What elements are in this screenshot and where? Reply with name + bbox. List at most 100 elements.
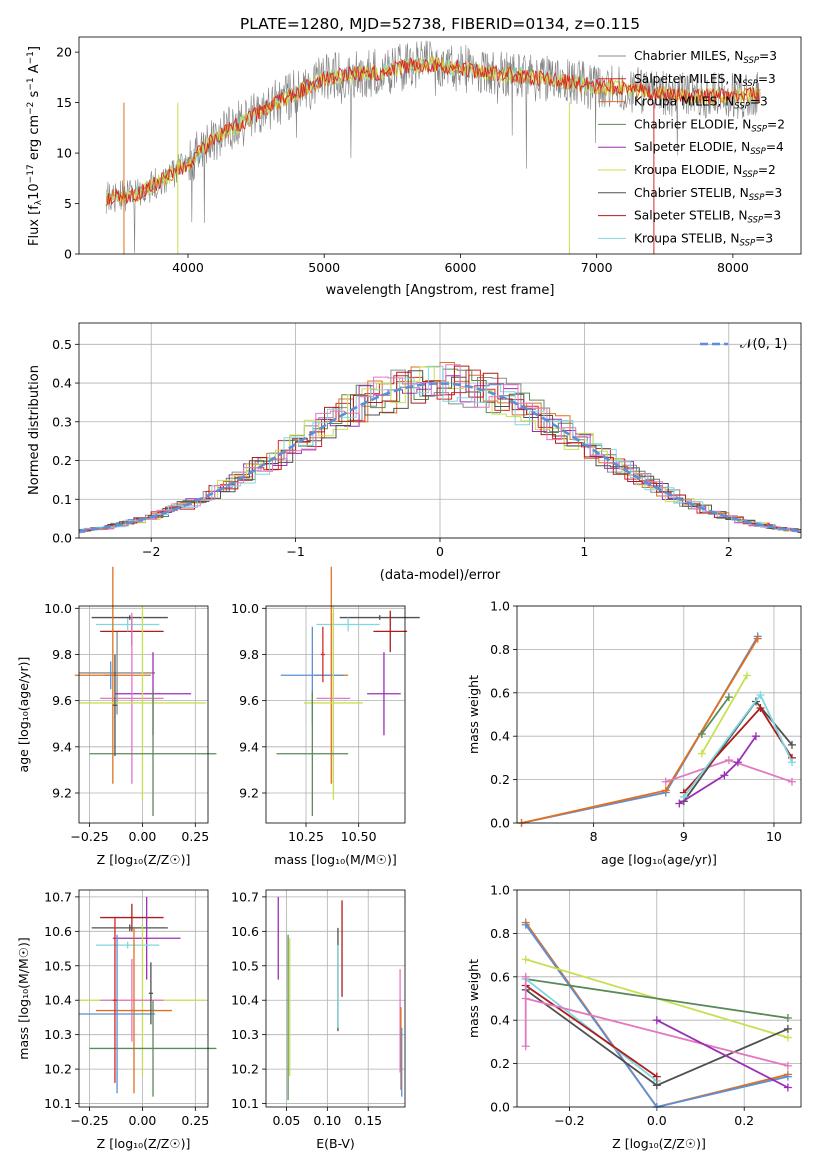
weight_vs_Z-series-line	[525, 997, 789, 1067]
weight_vs_age-point-marker	[697, 749, 706, 758]
residuals-xtick-label: −2	[142, 544, 160, 559]
age_vs_mass-ytick-label: 9.2	[239, 785, 259, 800]
weight_vs_age-point-marker	[733, 758, 742, 767]
residuals-ytick-label: 0.1	[52, 492, 72, 507]
spectrum-data-line	[105, 40, 761, 253]
age_vs_Z-axes: −0.25 0.00 0.25 9.2 9.4 9.6 9.8 10.0	[44, 601, 209, 844]
weight_vs_age-point-marker	[675, 799, 684, 808]
age_vs_mass-xtick-label: 10.50	[341, 829, 377, 844]
weight_vs_age-xtick-label: 10	[766, 829, 782, 844]
weight_vs_age-series-line	[701, 674, 748, 755]
mass_vs_Z-ytick-label: 10.7	[44, 889, 72, 904]
legend-entry: Salpeter MILES, NSSP=3	[634, 72, 776, 89]
age_vs_Z-ytick-label: 9.4	[52, 739, 72, 754]
weight_vs_Z-point-marker	[783, 1083, 792, 1092]
residuals-ytick-label: 0.0	[52, 531, 72, 546]
mass_vs_ebv-ytick-label: 10.7	[231, 889, 259, 904]
legend-entry: Chabrier STELIB, NSSP=3	[634, 186, 782, 203]
weight_vs_age-point-marker	[787, 758, 796, 767]
spectrum-xtick-label: 6000	[445, 260, 477, 275]
spectrum-ytick-label: 5	[64, 196, 72, 211]
mass_vs_ebv-ytick-label: 10.6	[231, 924, 259, 939]
mass_vs_ebv-ytick-label: 10.1	[231, 1096, 259, 1111]
weight_vs_Z-xtick-label: −0.2	[554, 1113, 584, 1128]
weight_vs_age-series-line	[678, 735, 757, 805]
mass_vs_ebv-xtick-label: 0.05	[273, 1113, 301, 1128]
weight_vs_age-ytick-label: 0.6	[490, 685, 510, 700]
weight_vs_age-series-line	[701, 696, 730, 735]
weight_vs_age-point-marker	[756, 703, 765, 712]
residuals-xtick-label: −1	[286, 544, 304, 559]
mass_vs_ebv-xtick-label: 0.10	[313, 1113, 341, 1128]
age_vs_Z-xtick-label: 0.00	[129, 829, 157, 844]
mass_vs_Z-ytick-label: 10.4	[44, 993, 72, 1008]
weight_vs_age-point-marker	[787, 740, 796, 749]
weight_vs_age-ytick-label: 0.2	[490, 772, 510, 787]
weight_vs_Z-point-marker	[521, 1042, 530, 1051]
weight_vs_Z-point-marker	[521, 972, 530, 981]
weight_vs_age-point-marker	[661, 777, 670, 786]
weight_vs_Z-xtick-label: 0.0	[647, 1113, 667, 1128]
spectrum-frame	[78, 36, 802, 255]
mass_vs_ebv-ytick-label: 10.2	[231, 1062, 259, 1077]
weight_vs_age-xlabel: age [log₁₀(age/yr)]	[601, 852, 717, 867]
weight_vs_age-point-marker	[756, 690, 765, 699]
age_vs_Z-ytick-label: 9.6	[52, 693, 72, 708]
figure-title: PLATE=1280, MJD=52738, FIBERID=0134, z=0…	[240, 15, 640, 33]
age_vs_mass-xlabel: mass [log₁₀(M/M☉)]	[274, 852, 396, 867]
residuals-xtick-label: 1	[580, 544, 588, 559]
age_vs_mass-axes: 10.25 10.50 9.2 9.4 9.6 9.8 10.0	[231, 601, 405, 844]
weight_vs_age-point-marker	[697, 730, 706, 739]
normal-legend-label: 𝒩(0, 1)	[740, 337, 787, 352]
age_vs_Z-ytick-label: 9.8	[52, 647, 72, 662]
mass_vs_Z-frame	[78, 889, 209, 1108]
spectrum-xtick-label: 5000	[308, 260, 340, 275]
weight_vs_Z-point-marker	[652, 1081, 661, 1090]
weight_vs_Z-point-marker	[783, 1024, 792, 1033]
weight_vs_age-point-marker	[753, 634, 762, 643]
weight_vs_age-point-marker	[742, 671, 751, 680]
weight_vs_Z-ytick-label: 0.2	[490, 1056, 510, 1071]
mass_vs_Z-axes: −0.25 0.00 0.25 10.1 10.2 10.3 10.4 10.5 10.6 10.…	[44, 889, 209, 1128]
mass_vs_ebv-xlabel: E(B-V)	[316, 1136, 355, 1151]
weight_vs_age-ytick-label: 0.0	[490, 816, 510, 831]
age_vs_Z-xtick-label: 0.25	[181, 829, 209, 844]
weight_vs_Z-xlabel: Z [log₁₀(Z/Z☉)]	[612, 1136, 706, 1151]
weight_vs_age-point-marker	[720, 771, 729, 780]
weight_vs_age-ytick-label: 0.8	[490, 642, 510, 657]
weight_vs_Z-series-line	[525, 978, 789, 1019]
age_vs_Z-ytick-label: 9.2	[52, 785, 72, 800]
legend-entry: Chabrier ELODIE, NSSP=2	[634, 117, 785, 134]
weight_vs_Z-series-line	[656, 1019, 789, 1089]
age_vs_Z-frame	[78, 605, 209, 824]
mass_vs_Z-ytick-label: 10.3	[44, 1027, 72, 1042]
age_vs_Z-ytick-label: 10.0	[44, 601, 72, 616]
mass_vs_Z-ytick-label: 10.6	[44, 924, 72, 939]
spectrum-ytick-label: 0	[64, 247, 72, 262]
mass_vs_Z-xlabel: Z [log₁₀(Z/Z☉)]	[97, 1136, 191, 1151]
weight_vs_age-point-marker	[787, 777, 796, 786]
weight_vs_Z-point-marker	[652, 1016, 661, 1025]
mass_vs_Z-xtick-label: 0.00	[129, 1113, 157, 1128]
age_vs_mass-ytick-label: 9.8	[239, 647, 259, 662]
residuals-ytick-label: 0.3	[52, 414, 72, 429]
age_vs_mass-ytick-label: 9.6	[239, 693, 259, 708]
weight_vs_Z-ytick-label: 0.0	[490, 1100, 510, 1115]
age_vs_mass-frame	[265, 605, 406, 824]
weight_vs_age-point-marker	[661, 786, 670, 795]
spectrum-xtick-label: 8000	[717, 260, 749, 275]
mass_vs_Z-ytick-label: 10.5	[44, 958, 72, 973]
weight_vs_Z-frame	[516, 889, 802, 1108]
weight_vs_age-xtick-label: 9	[680, 829, 688, 844]
spectrum-legend: Chabrier MILES, NSSP=3 Salpeter MILES, NS…	[598, 49, 785, 248]
weight_vs_age-ytick-label: 0.4	[490, 729, 510, 744]
residuals-xtick-label: 0	[436, 544, 444, 559]
age_vs_Z-xlabel: Z [log₁₀(Z/Z☉)]	[97, 852, 191, 867]
weight_vs_age-frame	[516, 605, 802, 824]
legend-entry: Kroupa ELODIE, NSSP=2	[634, 163, 776, 180]
weight_vs_Z-xtick-label: 0.2	[734, 1113, 754, 1128]
weight_vs_Z-ytick-label: 0.4	[490, 1013, 510, 1028]
mass_vs_ebv-ytick-label: 10.4	[231, 993, 259, 1008]
legend-entry: Chabrier MILES, NSSP=3	[634, 49, 777, 66]
